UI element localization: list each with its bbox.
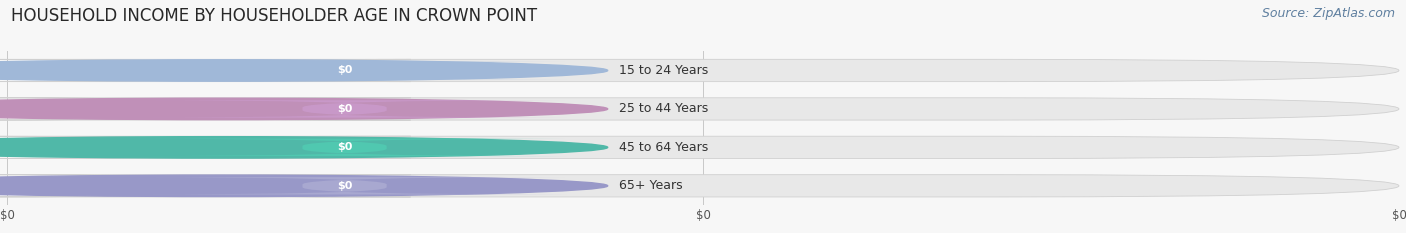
FancyBboxPatch shape [7,59,1399,82]
FancyBboxPatch shape [122,177,567,195]
Text: $0: $0 [337,142,353,152]
FancyBboxPatch shape [0,59,411,82]
Text: 15 to 24 Years: 15 to 24 Years [619,64,709,77]
Text: 45 to 64 Years: 45 to 64 Years [619,141,709,154]
FancyBboxPatch shape [7,136,1399,158]
FancyBboxPatch shape [0,98,411,120]
Circle shape [0,175,607,196]
Text: $0: $0 [337,181,353,191]
Circle shape [0,137,607,158]
FancyBboxPatch shape [0,175,411,197]
FancyBboxPatch shape [122,100,567,118]
Text: $0: $0 [337,104,353,114]
Text: Source: ZipAtlas.com: Source: ZipAtlas.com [1261,7,1395,20]
Circle shape [0,98,607,120]
FancyBboxPatch shape [0,136,411,158]
Text: 25 to 44 Years: 25 to 44 Years [619,103,709,115]
Text: 65+ Years: 65+ Years [619,179,682,192]
FancyBboxPatch shape [122,139,567,156]
FancyBboxPatch shape [7,98,1399,120]
Text: $0: $0 [337,65,353,75]
Text: HOUSEHOLD INCOME BY HOUSEHOLDER AGE IN CROWN POINT: HOUSEHOLD INCOME BY HOUSEHOLDER AGE IN C… [11,7,537,25]
Circle shape [0,60,607,81]
FancyBboxPatch shape [122,62,567,79]
FancyBboxPatch shape [7,175,1399,197]
